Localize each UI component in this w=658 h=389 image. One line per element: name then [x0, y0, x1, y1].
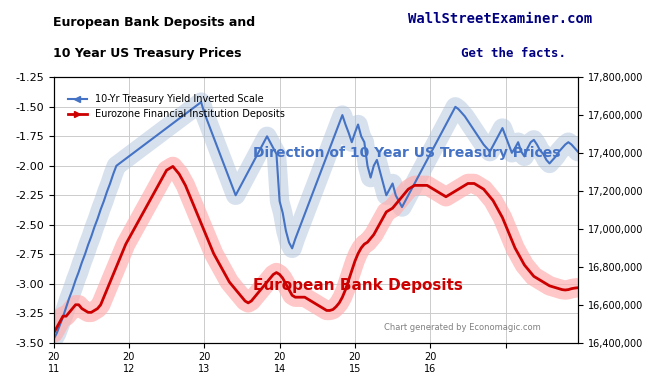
Text: Chart generated by Economagic.com: Chart generated by Economagic.com — [384, 323, 541, 332]
Text: 10 Year US Treasury Prices: 10 Year US Treasury Prices — [53, 47, 241, 60]
Text: European Bank Deposits and: European Bank Deposits and — [53, 16, 255, 28]
Text: Get the facts.: Get the facts. — [461, 47, 566, 60]
Legend: 10-Yr Treasury Yield Inverted Scale, Eurozone Financial Institution Deposits: 10-Yr Treasury Yield Inverted Scale, Eur… — [64, 90, 289, 123]
Text: WallStreetExaminer.com: WallStreetExaminer.com — [408, 12, 592, 26]
Text: Direction of 10 Year US Treasury Prices: Direction of 10 Year US Treasury Prices — [253, 146, 560, 160]
Text: European Bank Deposits: European Bank Deposits — [253, 278, 463, 293]
